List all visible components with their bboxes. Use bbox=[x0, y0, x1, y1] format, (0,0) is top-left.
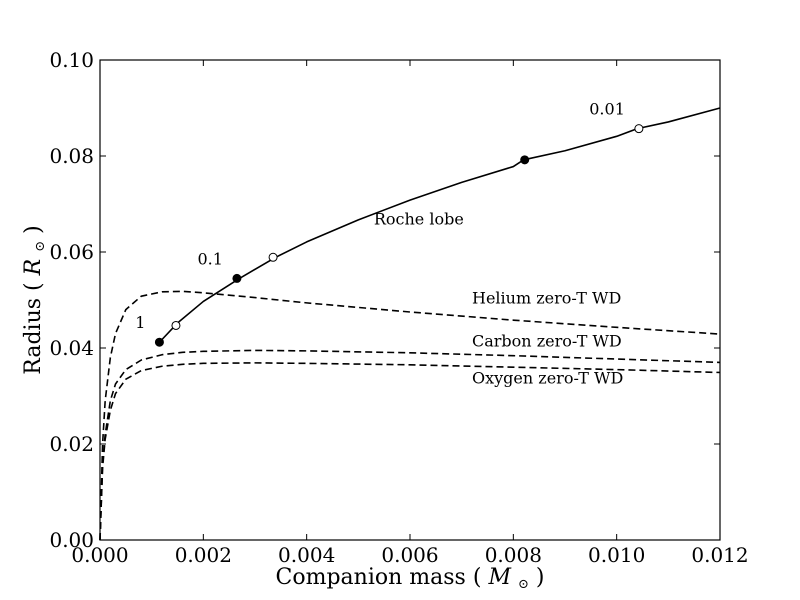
y-tick-label: 0.08 bbox=[49, 144, 94, 168]
x-tick-label: 0.002 bbox=[175, 543, 232, 567]
x-axis-title-paren-close: ) bbox=[536, 565, 545, 590]
open-marker bbox=[268, 252, 278, 262]
x-tick-label: 0.010 bbox=[588, 543, 645, 567]
x-axis-unit: M bbox=[487, 565, 511, 590]
x-tick-label: 0.004 bbox=[278, 543, 335, 567]
open-marker bbox=[634, 124, 644, 134]
x-axis-title-paren-open: ( bbox=[473, 565, 482, 590]
x-tick-label: 0.008 bbox=[485, 543, 542, 567]
y-tick-label: 0.00 bbox=[49, 528, 94, 552]
series-line-helium-zero-t-wd bbox=[99, 290, 721, 541]
series-line-oxygen-zero-t-wd bbox=[99, 362, 721, 541]
annotation-oxygen-zero-t-wd: Oxygen zero-T WD bbox=[472, 369, 623, 388]
x-axis-title: Companion mass ( M ⊙ ) bbox=[276, 565, 545, 594]
x-axis-unit-sun: ⊙ bbox=[518, 577, 529, 592]
x-axis-title-text: Companion mass bbox=[276, 565, 466, 590]
point-label: 0.1 bbox=[197, 249, 222, 268]
point-label: 0.01 bbox=[589, 100, 625, 119]
open-marker bbox=[171, 320, 181, 330]
x-tick-label: 0.000 bbox=[71, 543, 128, 567]
series-line-roche-lobe bbox=[158, 107, 721, 343]
filled-marker bbox=[154, 337, 164, 347]
filled-marker bbox=[232, 273, 242, 283]
y-axis-unit: R bbox=[21, 259, 46, 277]
annotation-carbon-zero-t-wd: Carbon zero-T WD bbox=[472, 332, 622, 351]
series-line-carbon-zero-t-wd bbox=[99, 349, 721, 541]
y-axis-title: Radius ( R ⊙ ) bbox=[21, 225, 50, 374]
annotation-roche-lobe: Roche lobe bbox=[374, 210, 464, 229]
y-axis-title-text: Radius bbox=[21, 298, 46, 375]
y-axis-title-paren-open: ( bbox=[21, 282, 46, 291]
x-tick-label: 0.006 bbox=[381, 543, 438, 567]
y-axis-title-paren-close: ) bbox=[21, 225, 46, 234]
y-axis-unit-sun: ⊙ bbox=[33, 241, 48, 252]
y-tick-label: 0.02 bbox=[49, 432, 94, 456]
y-tick-label: 0.06 bbox=[49, 240, 94, 264]
y-tick-label: 0.04 bbox=[49, 336, 94, 360]
point-label: 1 bbox=[135, 313, 145, 332]
y-tick-label: 0.10 bbox=[49, 48, 94, 72]
annotation-helium-zero-t-wd: Helium zero-T WD bbox=[472, 288, 621, 307]
filled-marker bbox=[520, 155, 530, 165]
x-tick-label: 0.012 bbox=[691, 543, 748, 567]
